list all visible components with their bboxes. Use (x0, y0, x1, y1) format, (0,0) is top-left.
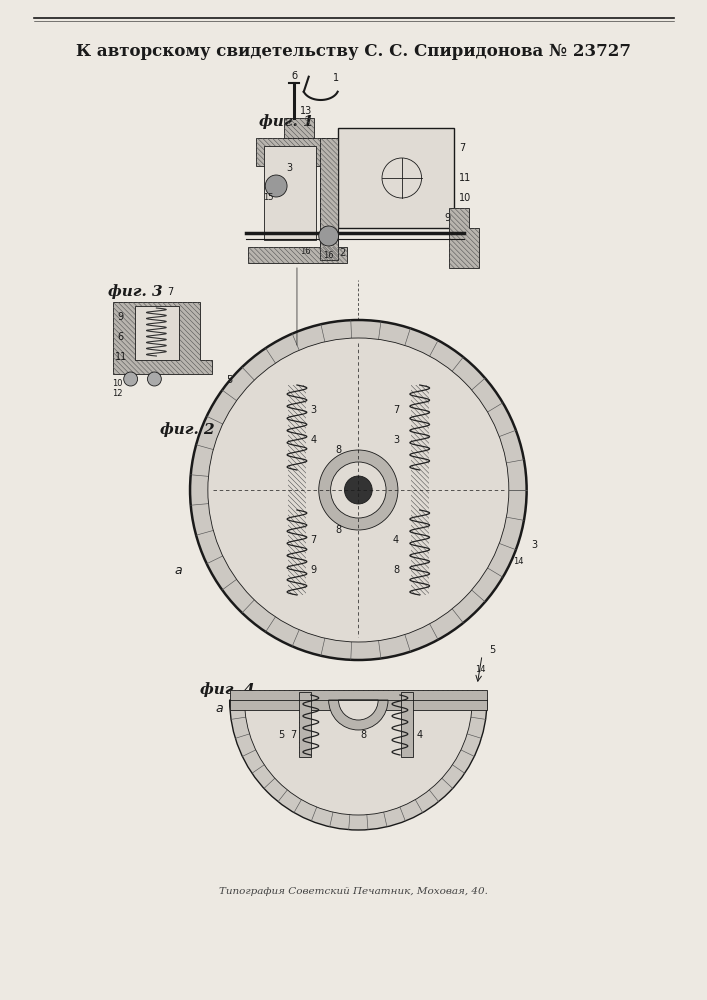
Text: 3: 3 (393, 435, 399, 445)
Polygon shape (411, 385, 428, 595)
Text: 2: 2 (339, 248, 346, 258)
Text: 3: 3 (311, 405, 317, 415)
Text: 8: 8 (336, 445, 341, 455)
Circle shape (319, 450, 398, 530)
Text: 3: 3 (286, 163, 292, 173)
Wedge shape (245, 700, 472, 815)
Bar (299, 692, 311, 757)
Text: 10: 10 (460, 193, 472, 203)
Text: 8: 8 (336, 525, 341, 535)
Text: б: б (291, 71, 297, 81)
Text: 16: 16 (323, 250, 334, 259)
Circle shape (208, 338, 509, 642)
Text: 4: 4 (311, 435, 317, 445)
Text: 4: 4 (416, 730, 423, 740)
Text: 9: 9 (311, 565, 317, 575)
Text: 5: 5 (489, 645, 495, 655)
Text: 7: 7 (290, 730, 296, 740)
Polygon shape (248, 247, 347, 263)
Text: 13: 13 (300, 106, 312, 116)
Text: 7: 7 (393, 405, 399, 415)
Wedge shape (329, 700, 388, 730)
Polygon shape (284, 118, 314, 138)
Text: Типография Советский Печатник, Моховая, 40.: Типография Советский Печатник, Моховая, … (219, 888, 488, 896)
Bar (337, 128, 455, 228)
Text: 12: 12 (112, 389, 123, 398)
Bar (320, 138, 337, 260)
Bar (264, 146, 316, 240)
Text: a: a (216, 702, 223, 714)
Wedge shape (339, 700, 378, 720)
Text: 1: 1 (332, 73, 339, 83)
Bar (134, 306, 179, 360)
Text: 4: 4 (393, 535, 399, 545)
Text: 14: 14 (513, 558, 524, 566)
Text: фиг. 1: фиг. 1 (259, 115, 314, 129)
Wedge shape (230, 700, 487, 830)
Text: фиг. 4: фиг. 4 (200, 683, 255, 697)
Polygon shape (113, 302, 212, 374)
Text: 3: 3 (532, 540, 537, 550)
Text: фиг. 2: фиг. 2 (160, 423, 215, 437)
Text: 10: 10 (112, 379, 123, 388)
Text: 11: 11 (115, 352, 127, 362)
Text: фиг. 3: фиг. 3 (108, 285, 163, 299)
Text: 7: 7 (168, 287, 173, 297)
Text: 15: 15 (263, 194, 274, 202)
Text: К авторскому свидетельству С. С. Спиридонова № 23727: К авторскому свидетельству С. С. Спиридо… (76, 43, 631, 60)
Text: 16: 16 (300, 246, 311, 255)
Polygon shape (288, 385, 306, 595)
Text: 8: 8 (361, 730, 366, 740)
Text: 7: 7 (460, 143, 466, 153)
Circle shape (344, 476, 372, 504)
Polygon shape (450, 208, 479, 268)
Bar (401, 692, 413, 757)
Text: 8: 8 (393, 565, 399, 575)
Text: 7: 7 (310, 535, 317, 545)
Text: 9: 9 (445, 213, 450, 223)
Circle shape (331, 462, 386, 518)
Circle shape (124, 372, 138, 386)
Text: 14: 14 (475, 666, 486, 674)
Circle shape (190, 320, 527, 660)
Text: 5: 5 (278, 730, 284, 740)
Circle shape (319, 226, 339, 246)
Circle shape (265, 175, 287, 197)
Bar (230, 690, 487, 710)
Polygon shape (257, 138, 337, 260)
Circle shape (148, 372, 161, 386)
Text: 5: 5 (226, 375, 233, 385)
Text: 6: 6 (117, 332, 124, 342)
Text: 11: 11 (460, 173, 472, 183)
Text: 9: 9 (117, 312, 124, 322)
Text: a: a (175, 564, 182, 576)
